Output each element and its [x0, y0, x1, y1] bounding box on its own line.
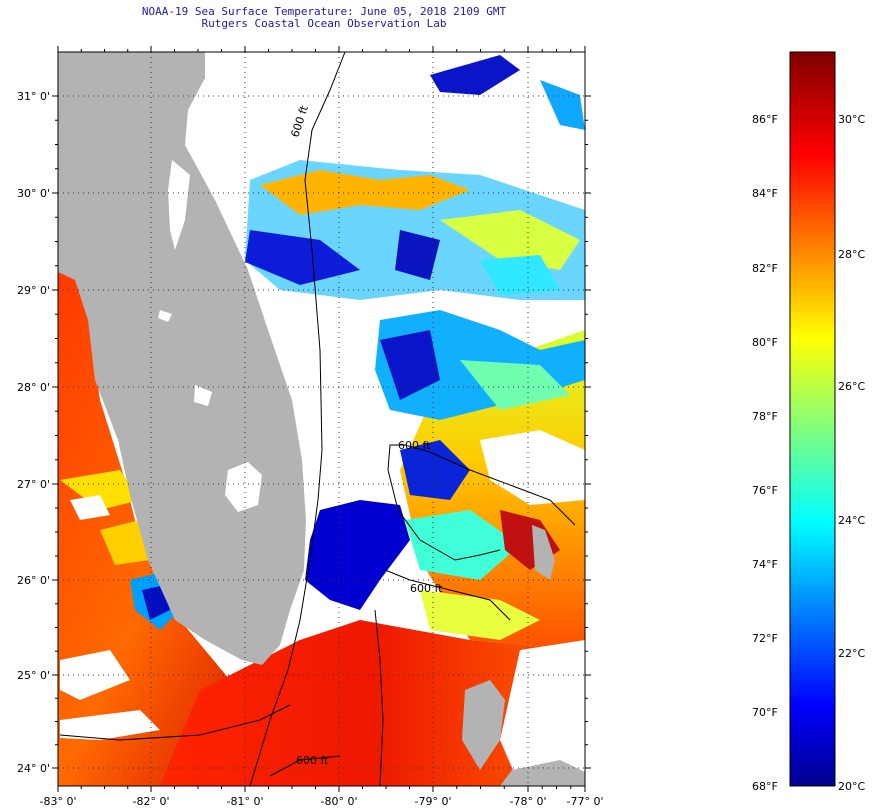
lat-label: 27° 0'	[17, 478, 50, 491]
axis-ticks	[52, 46, 591, 792]
cold-upwelling	[305, 500, 410, 610]
isobath-contours	[59, 52, 576, 786]
lat-label: 31° 0'	[17, 90, 50, 103]
colorbar-f-label: 74°F	[752, 558, 778, 571]
colorbar-f-label: 72°F	[752, 632, 778, 645]
latitude-labels: 31° 0' 30° 0' 29° 0' 28° 0' 27° 0' 26° 0…	[17, 90, 50, 775]
colorbar-c-label: 22°C	[838, 647, 866, 660]
colorbar-f-label: 68°F	[752, 780, 778, 793]
lon-label: -78° 0'	[510, 795, 547, 808]
colorbar-c-label: 20°C	[838, 780, 866, 793]
map-title: NOAA-19 Sea Surface Temperature: June 05…	[141, 5, 507, 18]
colorbar-f-label: 78°F	[752, 410, 778, 423]
contour-label: 600 ft	[296, 754, 329, 767]
lon-label: -79° 0'	[415, 795, 452, 808]
lon-label: -82° 0'	[133, 795, 170, 808]
colorbar-f-label: 82°F	[752, 262, 778, 275]
contour-label: 600 ft	[398, 439, 431, 452]
lat-label: 24° 0'	[17, 762, 50, 775]
lon-label: -80° 0'	[321, 795, 358, 808]
map-subtitle: Rutgers Coastal Ocean Observation Lab	[201, 17, 447, 30]
colorbar-f-label: 70°F	[752, 706, 778, 719]
lon-label: -77° 0'	[567, 795, 604, 808]
lon-label: -81° 0'	[227, 795, 264, 808]
colorbar-f-label: 84°F	[752, 187, 778, 200]
colorbar-c-label: 24°C	[838, 514, 866, 527]
lat-label: 26° 0'	[17, 574, 50, 587]
colorbar-c-label: 28°C	[838, 248, 866, 261]
map-frame	[57, 51, 586, 787]
colorbar	[789, 51, 836, 787]
cuba-bahamas-land	[462, 680, 505, 770]
contour-label: 600 ft	[410, 582, 443, 595]
florida-land	[58, 52, 306, 665]
longitude-labels: -83° 0' -82° 0' -81° 0' -80° 0' -79° 0' …	[40, 795, 604, 808]
lat-label: 25° 0'	[17, 669, 50, 682]
lat-label: 30° 0'	[17, 187, 50, 200]
colorbar-c-label: 30°C	[838, 113, 866, 126]
colorbar-f-label: 80°F	[752, 336, 778, 349]
lat-label: 28° 0'	[17, 381, 50, 394]
colorbar-f-label: 76°F	[752, 484, 778, 497]
lake-okeechobee	[225, 462, 262, 512]
gulf-warm-water	[58, 270, 300, 786]
colorbar-f-label: 86°F	[752, 113, 778, 126]
colorbar-c-label: 26°C	[838, 380, 866, 393]
lat-label: 29° 0'	[17, 284, 50, 297]
map-area	[58, 52, 585, 786]
lon-label: -83° 0'	[40, 795, 77, 808]
